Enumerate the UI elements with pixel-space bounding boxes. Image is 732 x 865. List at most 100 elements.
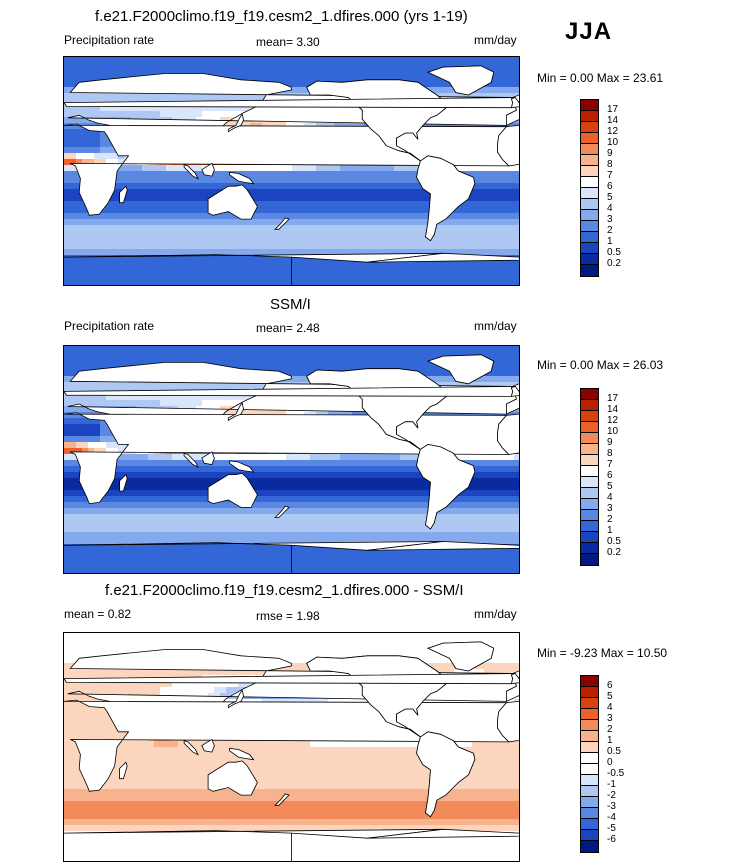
field-cell [514, 165, 519, 171]
field-cell [268, 243, 274, 249]
field-cell [154, 400, 160, 406]
field-cell [358, 490, 364, 496]
field-cell [400, 183, 406, 189]
field-cell [352, 261, 358, 267]
field-cell [238, 279, 244, 285]
field-cell [364, 219, 370, 225]
field-cell [322, 219, 328, 225]
field-cell [76, 201, 82, 207]
field-cell [172, 183, 178, 189]
field-cell [490, 219, 496, 225]
field-cell [484, 279, 490, 285]
field-cell [340, 454, 346, 460]
field-cell [238, 394, 244, 400]
field-cell [106, 213, 112, 219]
landmass [207, 184, 258, 220]
field-cell [286, 237, 292, 243]
field-cell [244, 63, 250, 69]
field-cell [304, 237, 310, 243]
field-cell [262, 346, 268, 352]
field-cell [226, 352, 232, 358]
field-cell [214, 165, 220, 171]
field-cell [250, 189, 256, 195]
field-cell [304, 213, 310, 219]
field-cell [154, 502, 160, 508]
field-cell [262, 231, 268, 237]
field-cell [160, 69, 166, 75]
field-cell [226, 105, 232, 111]
field-cell [178, 472, 184, 478]
field-cell [430, 63, 436, 69]
field-cell [286, 496, 292, 502]
field-cell [490, 267, 496, 273]
field-cell [160, 394, 166, 400]
field-cell [448, 352, 454, 358]
field-cell [376, 213, 382, 219]
field-cell [496, 454, 502, 460]
field-cell [298, 57, 304, 63]
field-cell [148, 69, 154, 75]
field-cell [64, 63, 70, 69]
field-cell [106, 273, 112, 279]
field-cell [472, 57, 478, 63]
field-cell [268, 346, 274, 352]
field-cell [124, 490, 130, 496]
field-cell [184, 69, 190, 75]
field-cell [154, 394, 160, 400]
field-cell [250, 352, 256, 358]
field-cell [430, 267, 436, 273]
field-cell [412, 273, 418, 279]
field-cell [142, 183, 148, 189]
field-cell [196, 279, 202, 285]
field-cell [304, 358, 310, 364]
field-cell [226, 117, 232, 123]
field-cell [496, 207, 502, 213]
field-cell [304, 201, 310, 207]
field-cell [490, 490, 496, 496]
field-cell [70, 171, 76, 177]
field-cell [304, 207, 310, 213]
field-cell [70, 189, 76, 195]
field-cell [202, 261, 208, 267]
field-cell [412, 358, 418, 364]
field-cell [142, 225, 148, 231]
field-cell [256, 352, 262, 358]
field-cell [382, 243, 388, 249]
field-cell [112, 346, 118, 352]
field-cell [358, 213, 364, 219]
field-cell [412, 183, 418, 189]
field-cell [94, 364, 100, 370]
field-cell [484, 177, 490, 183]
field-cell [70, 75, 76, 81]
field-cell [142, 63, 148, 69]
field-cell [244, 279, 250, 285]
field-cell [148, 472, 154, 478]
field-cell [88, 135, 94, 141]
field-cell [412, 279, 418, 285]
field-cell [136, 165, 142, 171]
field-cell [472, 478, 478, 484]
field-cell [76, 484, 82, 490]
field-cell [256, 225, 262, 231]
field-cell [184, 460, 190, 466]
field-cell [124, 165, 130, 171]
field-cell [328, 364, 334, 370]
field-cell [472, 231, 478, 237]
field-cell [226, 382, 232, 388]
field-cell [160, 63, 166, 69]
field-cell [484, 201, 490, 207]
field-cell [118, 358, 124, 364]
field-cell [304, 484, 310, 490]
field-cell [316, 502, 322, 508]
field-cell [136, 243, 142, 249]
field-cell [64, 141, 70, 147]
field-cell [502, 237, 508, 243]
panel-2-minmax: Min = 0.00 Max = 26.03 [537, 358, 664, 372]
field-cell [148, 195, 154, 201]
field-cell [196, 484, 202, 490]
field-cell [172, 201, 178, 207]
field-cell [172, 249, 178, 255]
field-cell [142, 111, 148, 117]
field-cell [94, 129, 100, 135]
field-cell [76, 153, 82, 159]
